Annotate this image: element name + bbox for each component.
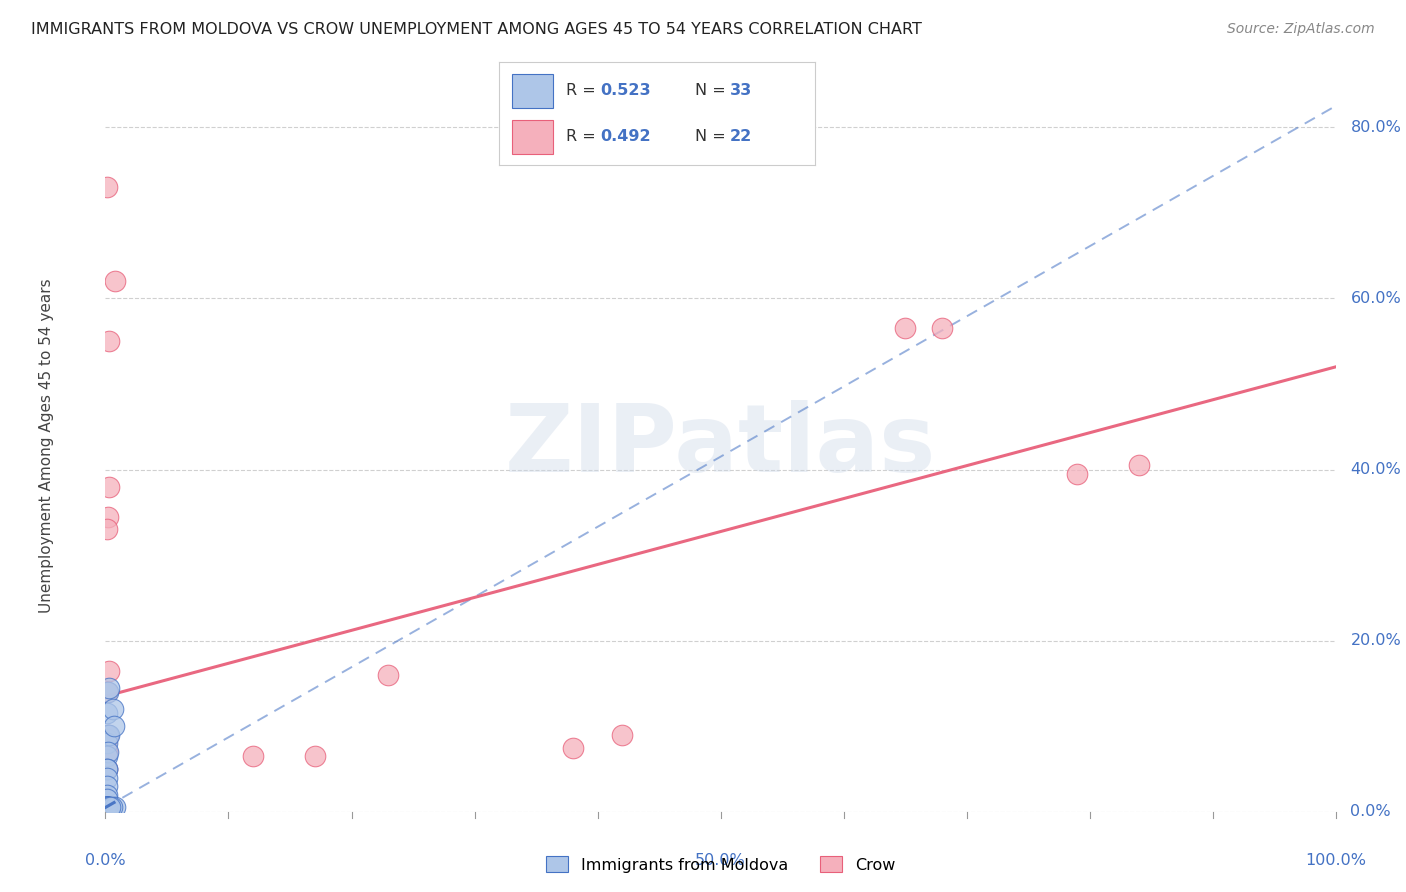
Text: R =: R = [565,83,600,98]
Point [100,800,122,814]
Point [97,800,120,814]
Point [96,523,118,537]
Text: 50.0%: 50.0% [695,853,747,868]
Point [94,800,117,814]
Point [96,792,118,806]
Point [304,749,326,764]
Text: 40.0%: 40.0% [1350,462,1402,477]
Point [98,334,121,349]
Point [104,800,127,814]
Point [98,800,122,814]
Text: 60.0%: 60.0% [1350,291,1402,306]
Point [96,800,118,814]
Text: 0.523: 0.523 [600,83,651,98]
Point [98,800,121,814]
Point [96,749,118,764]
Point [96,736,118,750]
Point [96,771,118,785]
Point [98,728,121,742]
Point [96,180,118,194]
Text: ZIPatlas: ZIPatlas [505,400,936,492]
Point [97,685,120,699]
Point [103,719,125,733]
Bar [512,120,553,153]
Point [96,762,118,776]
Point [96,800,118,814]
Point [96,800,118,814]
Point [96,800,118,814]
Legend: Immigrants from Moldova, Crow: Immigrants from Moldova, Crow [537,848,904,880]
Text: 100.0%: 100.0% [1305,853,1367,868]
Point [377,668,399,682]
Point [97,728,120,742]
Text: Unemployment Among Ages 45 to 54 years: Unemployment Among Ages 45 to 54 years [39,278,53,614]
Point [104,274,127,288]
Point [94,800,117,814]
Text: N =: N = [695,83,731,98]
Point [1128,458,1150,473]
Point [894,321,917,335]
Point [97,800,120,814]
Point [97,745,120,759]
Point [96,762,118,776]
Point [96,685,118,699]
Point [97,800,120,814]
Point [96,779,118,793]
Point [94,800,117,814]
Point [96,788,118,802]
Point [562,740,585,755]
Text: 33: 33 [730,83,752,98]
Text: 22: 22 [730,129,752,145]
Text: 0.492: 0.492 [600,129,651,145]
Point [96,762,118,776]
Point [98,480,121,494]
Point [98,681,121,695]
Point [96,800,118,814]
Text: IMMIGRANTS FROM MOLDOVA VS CROW UNEMPLOYMENT AMONG AGES 45 TO 54 YEARS CORRELATI: IMMIGRANTS FROM MOLDOVA VS CROW UNEMPLOY… [31,22,922,37]
Bar [512,74,553,108]
Point [96,706,118,721]
Point [931,321,953,335]
Point [1066,467,1088,481]
Point [98,664,121,678]
Point [242,749,264,764]
Text: R =: R = [565,129,600,145]
Text: 20.0%: 20.0% [1350,633,1402,648]
Text: 80.0%: 80.0% [1350,120,1402,135]
Point [101,702,124,716]
Text: Source: ZipAtlas.com: Source: ZipAtlas.com [1227,22,1375,37]
Point [96,745,118,759]
Point [96,731,118,746]
Point [97,509,120,524]
Point [96,745,118,759]
Point [98,800,121,814]
Point [97,728,120,742]
Point [94,800,117,814]
Text: 0.0%: 0.0% [1350,805,1391,819]
Text: 0.0%: 0.0% [86,853,125,868]
Point [610,728,633,742]
Text: N =: N = [695,129,731,145]
